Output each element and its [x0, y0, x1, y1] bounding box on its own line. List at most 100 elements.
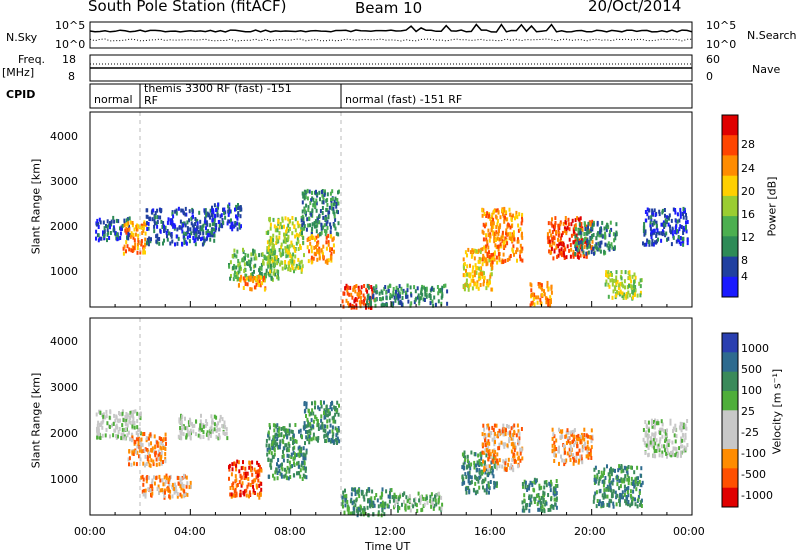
power-cell	[234, 270, 236, 275]
power-cell	[441, 292, 444, 297]
velocity-cell	[128, 449, 131, 454]
velocity-cell	[287, 441, 290, 446]
velocity-cell	[179, 428, 182, 433]
power-cell	[171, 218, 174, 223]
velocity-cell	[478, 485, 481, 490]
velocity-cell	[675, 434, 678, 439]
power-cell	[421, 292, 424, 297]
velocity-cell	[221, 424, 224, 428]
power-cell	[302, 240, 305, 245]
velocity-cell	[549, 507, 552, 512]
power-cell	[678, 240, 681, 245]
power-cell	[505, 217, 508, 222]
power-cell	[260, 262, 263, 267]
power-cell	[280, 242, 283, 247]
velocity-cell	[483, 435, 486, 440]
power-cell	[237, 263, 240, 268]
power-cell	[512, 230, 515, 235]
velocity-cell	[619, 484, 622, 489]
power-cell	[196, 221, 199, 226]
power-cell	[312, 197, 315, 202]
power-cb-tick-16: 16	[741, 208, 755, 221]
velocity-cell	[412, 504, 415, 509]
velocity-cell	[319, 425, 322, 430]
power-cell	[305, 203, 308, 208]
power-cell	[358, 292, 360, 297]
power-cell	[132, 235, 135, 240]
power-cell	[462, 283, 465, 288]
power-cell	[553, 224, 556, 229]
power-cell	[146, 214, 149, 219]
velocity-cell	[577, 433, 580, 438]
velocity-cell	[547, 508, 550, 512]
freq-tick-bottom: 8	[68, 70, 75, 83]
power-cell	[577, 247, 580, 252]
velocity-cell	[477, 453, 480, 458]
power-cell	[401, 290, 404, 295]
velocity-cell	[657, 421, 660, 426]
power-cell	[586, 229, 589, 234]
velocity-cell	[672, 446, 675, 451]
velocity-cell	[332, 415, 335, 420]
power-cell	[434, 302, 437, 307]
velocity-cell	[146, 457, 149, 462]
power-cell	[596, 232, 599, 237]
velocity-cell	[306, 437, 309, 442]
power-cell	[495, 255, 498, 260]
power-cell	[683, 227, 686, 232]
power-cell	[504, 215, 506, 220]
power-cell	[570, 233, 573, 238]
power-colorbar-swatch	[722, 115, 738, 136]
power-cell	[655, 232, 658, 236]
power-cell	[532, 297, 535, 301]
power-cell	[478, 259, 481, 264]
power-cell	[305, 227, 308, 232]
power-cell	[311, 208, 314, 213]
power-cell	[162, 221, 165, 225]
velocity-cell	[189, 421, 192, 426]
velocity-cell	[674, 446, 677, 451]
power-cell	[329, 234, 332, 239]
power-cell	[284, 239, 287, 244]
velocity-cell	[160, 454, 163, 459]
velocity-cell	[305, 424, 308, 429]
power-cell	[399, 301, 402, 305]
power-cell	[502, 252, 505, 257]
velocity-cell	[494, 440, 496, 445]
velocity-cell	[514, 458, 516, 463]
power-cell	[675, 219, 678, 224]
power-cell	[97, 222, 100, 226]
power-cell	[685, 229, 688, 234]
velocity-cell	[127, 457, 130, 462]
power-cell	[228, 207, 231, 212]
power-cell	[265, 230, 268, 235]
power-cell	[575, 233, 578, 238]
cpid-segment-2: themis 3300 RF (fast) -151 RF	[144, 82, 292, 107]
power-cell	[274, 249, 277, 254]
velocity-cell	[482, 459, 485, 464]
velocity-cell	[104, 433, 107, 438]
velocity-cell	[422, 496, 425, 501]
velocity-cell	[362, 512, 365, 517]
velocity-cell	[115, 423, 118, 428]
velocity-cell	[300, 446, 303, 451]
power-cell	[300, 267, 303, 272]
velocity-cell	[555, 491, 558, 496]
velocity-cell	[326, 434, 329, 439]
power-cell	[276, 228, 279, 233]
power-cell	[493, 250, 496, 255]
power-cell	[324, 232, 327, 237]
power-cell	[204, 216, 207, 221]
power-cell	[664, 233, 667, 238]
velocity-cell	[649, 436, 652, 441]
power-cell	[153, 221, 156, 226]
velocity-cell	[483, 450, 486, 455]
power-cell	[117, 219, 120, 224]
power-cell	[273, 258, 276, 263]
power-cell	[178, 225, 181, 230]
velocity-cell	[647, 453, 650, 458]
velocity-cell	[560, 454, 562, 459]
power-cell	[284, 263, 287, 268]
power-cell	[431, 299, 434, 304]
velocity-cell	[304, 424, 306, 429]
